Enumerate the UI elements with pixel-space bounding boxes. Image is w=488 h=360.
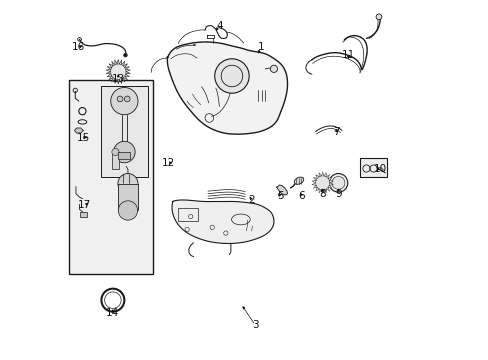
Polygon shape xyxy=(167,42,287,134)
Polygon shape xyxy=(315,188,319,191)
Text: 8: 8 xyxy=(319,189,325,199)
Circle shape xyxy=(315,176,329,190)
Polygon shape xyxy=(325,188,329,191)
Text: 10: 10 xyxy=(373,164,386,174)
Polygon shape xyxy=(329,183,333,185)
Polygon shape xyxy=(123,76,127,80)
Polygon shape xyxy=(318,189,321,193)
Bar xyxy=(80,212,87,217)
Polygon shape xyxy=(329,180,333,183)
Polygon shape xyxy=(327,185,331,188)
Polygon shape xyxy=(111,62,115,66)
Text: 12: 12 xyxy=(161,158,174,168)
Text: 7: 7 xyxy=(332,127,339,136)
Polygon shape xyxy=(122,62,124,66)
Text: 1: 1 xyxy=(257,42,264,52)
Polygon shape xyxy=(327,177,331,180)
Polygon shape xyxy=(117,59,119,64)
Polygon shape xyxy=(125,72,130,74)
Text: 17: 17 xyxy=(78,200,91,210)
Polygon shape xyxy=(109,76,113,80)
Circle shape xyxy=(110,64,126,80)
Circle shape xyxy=(118,174,138,194)
Polygon shape xyxy=(172,200,273,243)
Text: 6: 6 xyxy=(298,191,305,201)
Circle shape xyxy=(328,174,347,192)
Ellipse shape xyxy=(294,177,303,184)
Polygon shape xyxy=(106,69,110,72)
Polygon shape xyxy=(125,69,130,72)
Polygon shape xyxy=(124,67,129,69)
Circle shape xyxy=(124,96,130,102)
Bar xyxy=(178,208,198,221)
Text: 2: 2 xyxy=(248,195,254,205)
Polygon shape xyxy=(318,173,321,177)
Polygon shape xyxy=(321,172,323,176)
Polygon shape xyxy=(313,185,317,188)
Polygon shape xyxy=(119,60,122,64)
Polygon shape xyxy=(313,177,317,180)
Bar xyxy=(101,86,147,177)
Polygon shape xyxy=(276,185,287,195)
Circle shape xyxy=(331,176,344,189)
Text: 16: 16 xyxy=(72,42,85,52)
Polygon shape xyxy=(123,64,127,67)
Bar xyxy=(118,152,130,159)
Text: 11: 11 xyxy=(341,50,354,60)
Polygon shape xyxy=(111,78,115,82)
Circle shape xyxy=(110,87,138,115)
Polygon shape xyxy=(323,173,325,177)
Polygon shape xyxy=(74,128,83,133)
Bar xyxy=(69,80,152,274)
Polygon shape xyxy=(321,190,323,194)
Circle shape xyxy=(123,53,127,57)
Polygon shape xyxy=(119,79,122,84)
Polygon shape xyxy=(315,175,319,178)
Circle shape xyxy=(118,201,137,220)
Polygon shape xyxy=(107,74,111,77)
Text: 15: 15 xyxy=(77,133,90,143)
Polygon shape xyxy=(311,180,315,183)
Polygon shape xyxy=(109,64,113,67)
Circle shape xyxy=(113,141,135,163)
Polygon shape xyxy=(115,79,117,84)
Polygon shape xyxy=(325,175,329,178)
Text: 3: 3 xyxy=(251,320,258,330)
Bar xyxy=(359,158,386,177)
Text: 13: 13 xyxy=(111,74,124,84)
Polygon shape xyxy=(106,72,110,74)
Circle shape xyxy=(117,96,122,102)
Polygon shape xyxy=(115,60,117,64)
Polygon shape xyxy=(107,67,111,69)
Bar xyxy=(112,152,119,169)
Polygon shape xyxy=(122,78,124,82)
Circle shape xyxy=(270,65,277,72)
Text: 4: 4 xyxy=(216,21,222,31)
Polygon shape xyxy=(117,80,119,84)
Circle shape xyxy=(375,14,381,20)
Circle shape xyxy=(214,59,249,93)
Polygon shape xyxy=(124,74,129,77)
Polygon shape xyxy=(323,189,325,193)
Text: 9: 9 xyxy=(334,189,341,199)
Circle shape xyxy=(112,148,119,156)
Text: 14: 14 xyxy=(106,309,119,318)
Text: 5: 5 xyxy=(277,191,283,201)
Bar xyxy=(118,184,137,211)
Polygon shape xyxy=(311,183,315,185)
